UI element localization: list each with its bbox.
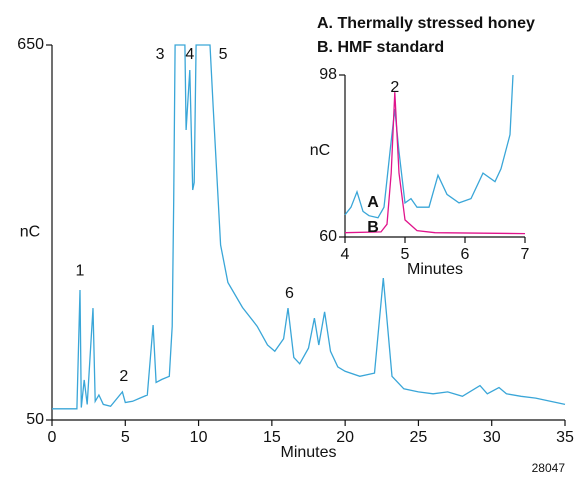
legend-title: A. Thermally stressed honey bbox=[317, 15, 535, 32]
legend-title: B. HMF standard bbox=[317, 39, 444, 56]
y-tick-label: 650 bbox=[17, 36, 44, 53]
peak-label: 1 bbox=[76, 262, 85, 279]
x-axis-label: Minutes bbox=[407, 261, 463, 278]
x-tick-label: 0 bbox=[48, 429, 57, 446]
x-tick-label: 4 bbox=[341, 246, 350, 263]
peak-label: 2 bbox=[119, 368, 128, 385]
y-tick-label: 98 bbox=[319, 66, 337, 83]
peak-label: 6 bbox=[285, 285, 294, 302]
peak-label: 4 bbox=[185, 46, 194, 63]
trace bbox=[344, 92, 526, 235]
footnote: 28047 bbox=[532, 461, 566, 475]
trace bbox=[52, 44, 566, 410]
x-axis-label: Minutes bbox=[280, 444, 336, 461]
x-tick-label: 5 bbox=[401, 246, 410, 263]
peak-label: 2 bbox=[390, 79, 399, 96]
y-axis-label: nC bbox=[20, 224, 40, 241]
x-tick-label: 10 bbox=[190, 429, 208, 446]
inset-background bbox=[305, 65, 535, 277]
x-tick-label: 5 bbox=[121, 429, 130, 446]
x-tick-label: 15 bbox=[263, 429, 281, 446]
x-tick-label: 25 bbox=[410, 429, 428, 446]
y-axis-label: nC bbox=[310, 142, 330, 159]
x-tick-label: 20 bbox=[336, 429, 354, 446]
peak-label: 5 bbox=[219, 46, 228, 63]
x-tick-label: 7 bbox=[521, 246, 530, 263]
x-tick-label: 6 bbox=[461, 246, 470, 263]
trace bbox=[344, 74, 514, 219]
series-label: A bbox=[367, 194, 379, 211]
y-tick-label: 50 bbox=[26, 411, 44, 428]
y-tick-label: 60 bbox=[319, 228, 337, 245]
x-tick-label: 30 bbox=[483, 429, 501, 446]
peak-label: 3 bbox=[156, 46, 165, 63]
series-label: B bbox=[367, 219, 379, 236]
x-tick-label: 35 bbox=[556, 429, 574, 446]
